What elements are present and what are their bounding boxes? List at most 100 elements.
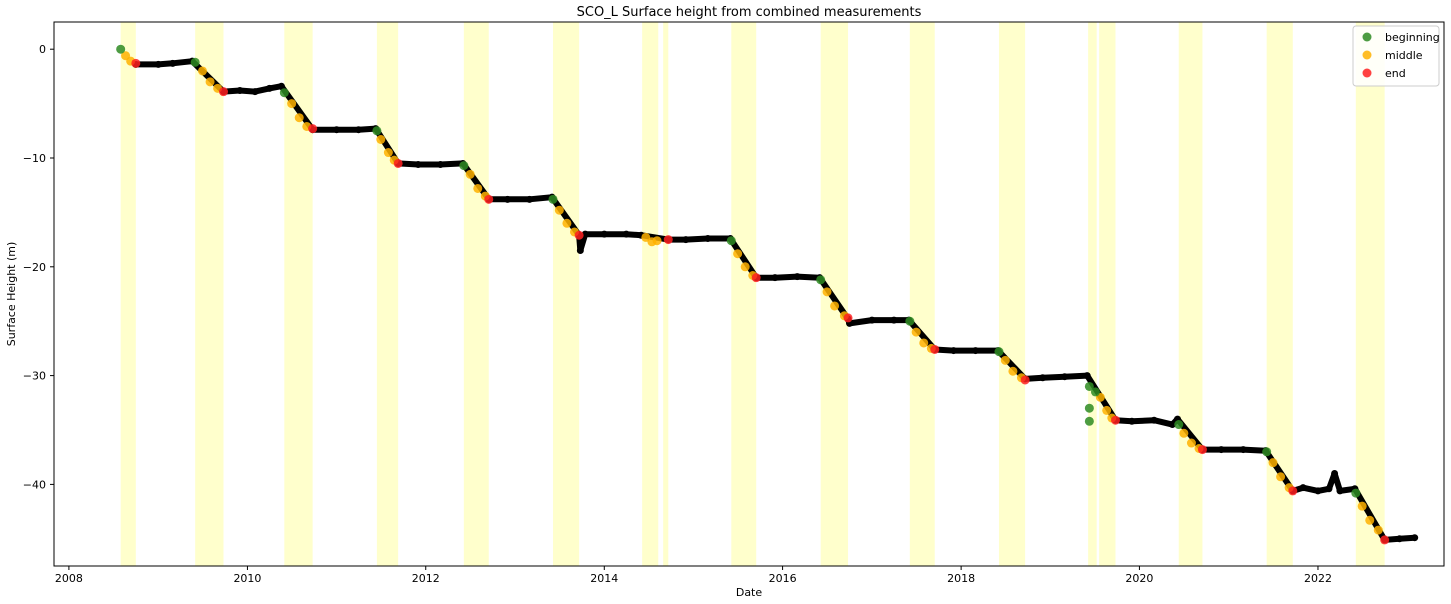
melt-season-band [463, 22, 489, 566]
measurement-point [1217, 446, 1225, 454]
beginning-point [994, 347, 1004, 357]
measurement-point [622, 230, 630, 238]
end-point [1020, 375, 1030, 385]
middle-point [1179, 428, 1189, 438]
plot-frame [53, 21, 1445, 567]
middle-point [376, 135, 386, 145]
middle-point [473, 183, 483, 193]
melt-season-band [998, 22, 1026, 566]
end-point [484, 194, 494, 204]
beginning-point [726, 236, 736, 246]
beginning-point [1084, 403, 1094, 413]
measurement-point [154, 60, 162, 68]
middle-point [465, 169, 475, 179]
middle-point [822, 287, 832, 297]
beginning-point [1262, 447, 1272, 457]
measurement-point [1331, 470, 1339, 478]
melt-season-band [1178, 22, 1203, 566]
melt-season-band [552, 22, 580, 566]
y-axis-label: Surface Height (m) [5, 242, 18, 347]
y-tick-label: −10 [23, 152, 46, 165]
beginning-point [1351, 488, 1361, 498]
measurement-point [1128, 417, 1136, 425]
measurement-point [1168, 421, 1176, 429]
y-tick-label: −20 [23, 261, 46, 274]
measurement-point [1314, 487, 1322, 495]
y-tick-label: 0 [39, 43, 46, 56]
measurement-point [355, 126, 363, 134]
beginning-point [1090, 387, 1100, 397]
measurement-point [1061, 373, 1069, 381]
measurement-point [1150, 416, 1158, 424]
x-tick-label: 2020 [1125, 572, 1153, 585]
middle-point [830, 301, 840, 311]
middle-point [1186, 438, 1196, 448]
middle-point [652, 236, 662, 246]
x-tick-label: 2008 [55, 572, 83, 585]
legend: beginning middle end [1352, 25, 1440, 87]
end-point [1380, 535, 1390, 545]
melt-season-band [1099, 22, 1116, 566]
measurement-point [793, 273, 801, 281]
beginning-point [116, 44, 126, 54]
middle-point [383, 148, 393, 158]
legend-marker-beginning [1362, 32, 1372, 42]
measurement-point [436, 161, 444, 169]
legend-marker-middle [1362, 50, 1372, 60]
beginning-point [279, 88, 289, 98]
beginning-point [372, 126, 382, 136]
measurement-point [1299, 484, 1307, 492]
middle-point [294, 113, 304, 123]
x-tick-label: 2022 [1304, 572, 1332, 585]
measurement-point [1039, 374, 1047, 382]
measurement-point [972, 347, 980, 355]
end-point [393, 158, 403, 168]
measurement-point [600, 230, 608, 238]
melt-season-band [195, 22, 224, 566]
melt-season-band [120, 22, 136, 566]
measurement-point [576, 246, 584, 254]
melt-season-band [1088, 22, 1097, 566]
middle-point [911, 327, 921, 337]
beginning-point [459, 161, 469, 171]
end-point [843, 313, 853, 323]
measurement-point [1083, 372, 1091, 380]
end-point [751, 273, 761, 283]
measurement-point [1336, 487, 1344, 495]
measurement-point [682, 236, 690, 244]
measurement-point [1239, 446, 1247, 454]
data-points [116, 44, 1419, 545]
end-point [1197, 445, 1207, 455]
x-axis-ticks: 2008 2010 2012 2014 2016 2018 2020 2022 [55, 566, 1332, 585]
y-tick-label: −40 [23, 478, 46, 491]
middle-point [1000, 355, 1010, 365]
end-point [131, 58, 141, 68]
legend-label-end: end [1385, 67, 1406, 80]
end-point [1110, 415, 1120, 425]
measurement-point [333, 126, 341, 134]
beginning-point [1084, 416, 1094, 426]
middle-point [740, 262, 750, 272]
melt-season-band [642, 22, 659, 566]
measurement-point [277, 82, 285, 90]
middle-point [287, 99, 297, 109]
measurement-point [414, 161, 422, 169]
end-point [663, 235, 673, 245]
middle-point [733, 249, 743, 259]
melt-season-bands [120, 22, 1385, 566]
x-tick-label: 2012 [412, 572, 440, 585]
middle-point [1357, 501, 1367, 511]
middle-point [919, 338, 929, 348]
measurement-point [771, 274, 779, 282]
middle-point [1276, 472, 1286, 482]
beginning-point [190, 57, 200, 67]
measurement-point [504, 195, 512, 203]
measurement-point [526, 195, 534, 203]
measurement-lines [132, 58, 1418, 543]
measurement-point [265, 84, 273, 92]
measurement-point [1396, 535, 1404, 543]
end-point [1288, 486, 1298, 496]
end-point [308, 124, 318, 134]
middle-point [562, 218, 572, 228]
